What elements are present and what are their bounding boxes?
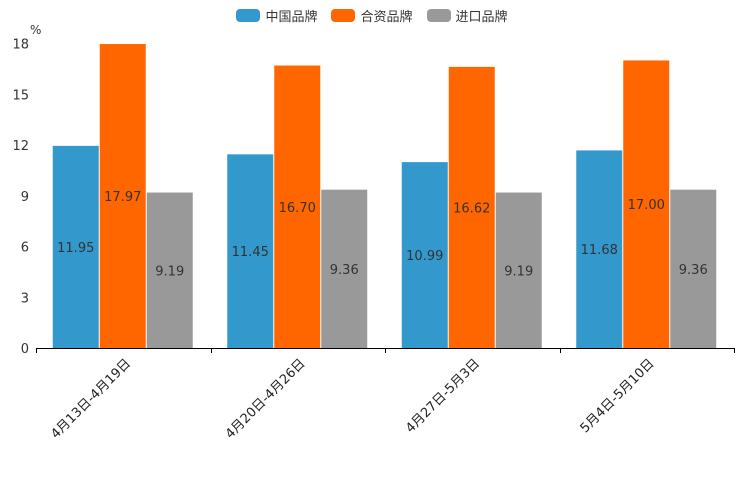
legend-item-china[interactable]: 中国品牌 xyxy=(236,6,317,25)
bar-value-label: 11.68 xyxy=(581,243,618,258)
legend-swatch-joint-venture xyxy=(331,9,356,22)
bar-joint-venture[interactable] xyxy=(274,65,321,349)
y-tick-label: 18 xyxy=(12,38,29,53)
legend-label-joint-venture: 合资品牌 xyxy=(360,10,413,25)
bar-imported[interactable] xyxy=(495,192,542,348)
x-axis: 4月13日-4月19日 4月20日-4月26日 4月27日-5月3日 5月4日-5月1… xyxy=(36,348,735,442)
bar-value-label: 10.99 xyxy=(406,249,443,264)
bar-imported[interactable] xyxy=(670,189,717,348)
bar-value-label: 16.70 xyxy=(279,201,316,216)
bar-value-label: 17.00 xyxy=(628,198,665,213)
bar-value-label: 11.45 xyxy=(232,245,269,260)
bar-value-label: 9.19 xyxy=(155,264,184,279)
bar-value-label: 11.95 xyxy=(57,241,94,256)
bar-group: 11.95 17.97 9.19 11.45 16.70 9.36 10.99 16.62 9.… xyxy=(52,44,717,349)
bar-china[interactable] xyxy=(52,145,99,348)
y-tick-label: 15 xyxy=(12,88,29,103)
chart-legend: 中国品牌 合资品牌 进口品牌 xyxy=(0,6,744,25)
y-tick-label: 6 xyxy=(21,241,29,256)
x-tick-label: 4月20日-4月26日 xyxy=(223,356,309,442)
legend-label-china: 中国品牌 xyxy=(265,10,318,25)
y-axis-unit-label: % xyxy=(30,23,41,37)
legend-swatch-china xyxy=(236,9,261,22)
bar-imported[interactable] xyxy=(321,189,368,348)
x-tick-label: 4月27日-5月3日 xyxy=(403,356,483,436)
bar-imported[interactable] xyxy=(146,192,193,348)
bar-value-label: 16.62 xyxy=(453,201,490,216)
legend-swatch-imported xyxy=(426,9,451,22)
legend-item-imported[interactable]: 进口品牌 xyxy=(426,6,508,25)
bar-joint-venture[interactable] xyxy=(448,66,495,349)
legend-label-imported: 进口品牌 xyxy=(455,10,508,25)
bar-china[interactable] xyxy=(401,162,448,348)
y-tick-label: 0 xyxy=(21,342,29,357)
x-tick-label: 4月13日-4月19日 xyxy=(48,356,134,442)
bar-joint-venture[interactable] xyxy=(623,60,670,348)
bar-value-label: 9.36 xyxy=(330,263,359,278)
bar-value-label: 17.97 xyxy=(104,190,141,205)
y-tick-label: 3 xyxy=(21,291,29,306)
x-tick-label: 5月4日-5月10日 xyxy=(578,356,658,436)
y-axis: 0 3 6 9 12 15 18 xyxy=(12,38,29,357)
y-tick-label: 9 xyxy=(21,190,29,205)
bar-china[interactable] xyxy=(576,150,623,348)
bar-value-label: 9.19 xyxy=(504,264,533,279)
bar-china[interactable] xyxy=(227,154,274,348)
legend-item-joint-venture[interactable]: 合资品牌 xyxy=(331,6,413,25)
bar-value-label: 9.36 xyxy=(679,263,708,278)
y-tick-label: 12 xyxy=(12,139,29,154)
bar-joint-venture[interactable] xyxy=(99,44,146,348)
